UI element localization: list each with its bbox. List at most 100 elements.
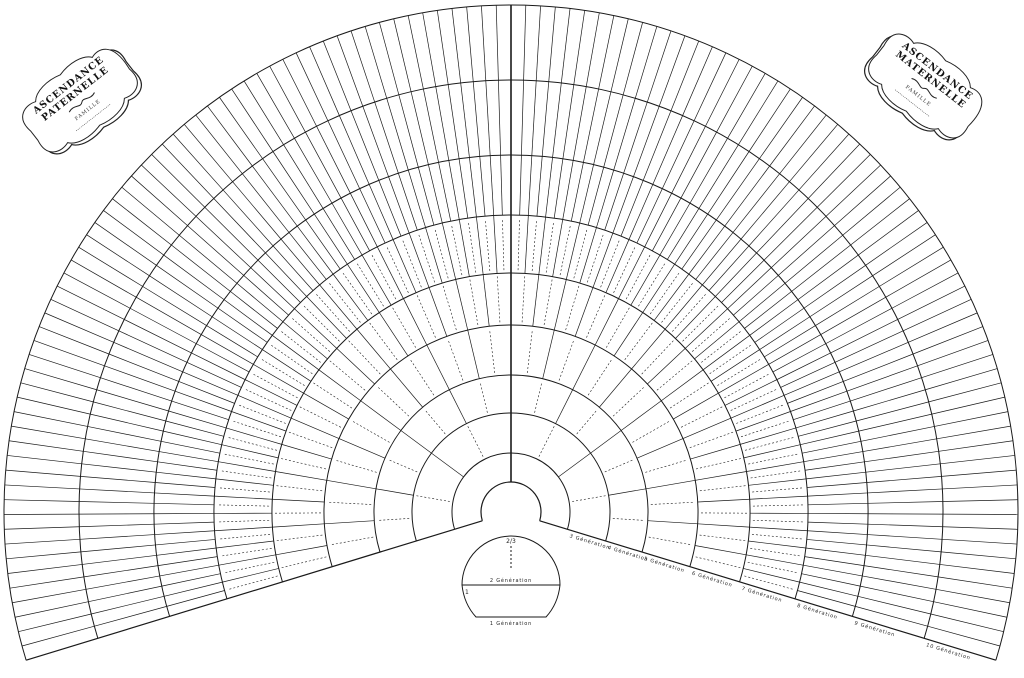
cell-divider bbox=[759, 97, 803, 159]
cell-divider bbox=[252, 165, 298, 227]
cell-divider bbox=[864, 450, 939, 463]
cell-divider bbox=[807, 521, 868, 525]
cell-divider bbox=[645, 479, 696, 490]
cell-divider bbox=[623, 101, 648, 174]
cell-divider bbox=[658, 35, 686, 107]
cell-divider bbox=[4, 526, 80, 530]
cell-divider bbox=[408, 232, 430, 288]
cell-dashed-line bbox=[281, 458, 327, 470]
cell-dashed-line bbox=[417, 232, 435, 283]
cell-dashed-line bbox=[645, 459, 688, 473]
cell-divider bbox=[921, 354, 993, 379]
cell-divider bbox=[318, 369, 361, 402]
cell-divider bbox=[231, 88, 274, 152]
cell-dashed-line bbox=[752, 487, 805, 493]
cell-divider bbox=[647, 348, 686, 385]
generation-label: 9 Génération bbox=[854, 619, 896, 638]
cell-dashed-line bbox=[559, 224, 571, 276]
cell-dashed-line bbox=[217, 504, 270, 507]
cell-divider bbox=[531, 80, 537, 156]
cell-divider bbox=[860, 585, 934, 603]
cell-divider bbox=[521, 80, 524, 156]
cell-dashed-line bbox=[750, 548, 802, 557]
cell-divider bbox=[498, 80, 501, 156]
cell-divider bbox=[681, 219, 717, 270]
cell-divider bbox=[793, 400, 851, 421]
cell-divider bbox=[548, 6, 556, 82]
cell-divider bbox=[787, 381, 844, 404]
cell-divider bbox=[653, 273, 690, 321]
cell-divider bbox=[331, 202, 363, 256]
cell-divider bbox=[11, 425, 86, 440]
cell-dashed-line bbox=[624, 322, 653, 361]
cell-divider bbox=[466, 6, 474, 82]
cell-divider bbox=[661, 369, 704, 402]
generation-label: 8 Génération bbox=[796, 602, 838, 621]
cell-divider bbox=[438, 162, 452, 222]
cell-divider bbox=[756, 198, 809, 254]
cell-divider bbox=[784, 234, 843, 284]
cell-divider bbox=[157, 461, 217, 471]
cell-dashed-line bbox=[538, 426, 555, 457]
baseline-right bbox=[539, 520, 997, 661]
cell-divider bbox=[695, 471, 747, 481]
cell-divider bbox=[223, 299, 273, 336]
cell-divider bbox=[113, 342, 183, 373]
cell-dashed-line bbox=[612, 518, 645, 521]
cell-divider bbox=[716, 158, 760, 221]
cell-dashed-line bbox=[467, 426, 484, 457]
family-name-field[interactable] bbox=[76, 103, 112, 132]
cell-dashed-line bbox=[751, 534, 804, 540]
cell-dashed-line bbox=[692, 316, 732, 352]
cell-divider bbox=[608, 488, 647, 496]
cell-divider bbox=[574, 287, 594, 337]
cell-divider bbox=[804, 556, 865, 566]
cell-divider bbox=[749, 495, 808, 500]
cell-divider bbox=[558, 452, 591, 478]
cell-divider bbox=[91, 595, 165, 615]
cell-divider bbox=[161, 573, 221, 587]
cell-divider bbox=[305, 131, 342, 199]
cell-divider bbox=[313, 213, 348, 265]
cell-divider bbox=[458, 219, 470, 277]
cell-divider bbox=[359, 188, 386, 244]
cell-divider bbox=[935, 588, 1010, 604]
cell-divider bbox=[368, 184, 394, 240]
cell-divider bbox=[398, 94, 419, 168]
cell-divider bbox=[361, 254, 392, 306]
cell-dashed-line bbox=[699, 485, 746, 492]
cell-divider bbox=[306, 296, 347, 339]
cell-divider bbox=[783, 371, 840, 396]
cell-divider bbox=[151, 154, 206, 208]
cell-dashed-line bbox=[355, 261, 384, 307]
cell-divider bbox=[460, 82, 470, 158]
cell-divider bbox=[748, 540, 806, 549]
cell-divider bbox=[163, 430, 222, 446]
cell-divider bbox=[779, 114, 827, 174]
cell-divider bbox=[805, 461, 865, 471]
cell-dashed-line bbox=[638, 261, 667, 307]
cell-divider bbox=[738, 283, 786, 322]
cell-divider bbox=[222, 568, 279, 583]
cell-dashed-line bbox=[744, 436, 796, 451]
cell-divider bbox=[702, 238, 742, 286]
cell-divider bbox=[129, 307, 197, 344]
cell-divider bbox=[356, 329, 391, 370]
cell-divider bbox=[379, 312, 409, 357]
cell-divider bbox=[79, 501, 155, 504]
cell-divider bbox=[272, 523, 325, 528]
cell-divider bbox=[565, 222, 581, 280]
cell-divider bbox=[186, 361, 242, 388]
cell-divider bbox=[96, 389, 169, 412]
cell-divider bbox=[455, 279, 469, 331]
cell-dashed-line bbox=[223, 561, 275, 574]
cell-divider bbox=[388, 176, 410, 234]
cell-divider bbox=[472, 81, 481, 157]
cell-divider bbox=[141, 164, 197, 217]
cell-dashed-line bbox=[717, 358, 762, 386]
cell-divider bbox=[671, 126, 706, 194]
cell-divider bbox=[195, 114, 243, 174]
cell-divider bbox=[9, 576, 84, 589]
cell-divider bbox=[744, 291, 792, 329]
cell-divider bbox=[172, 133, 224, 191]
